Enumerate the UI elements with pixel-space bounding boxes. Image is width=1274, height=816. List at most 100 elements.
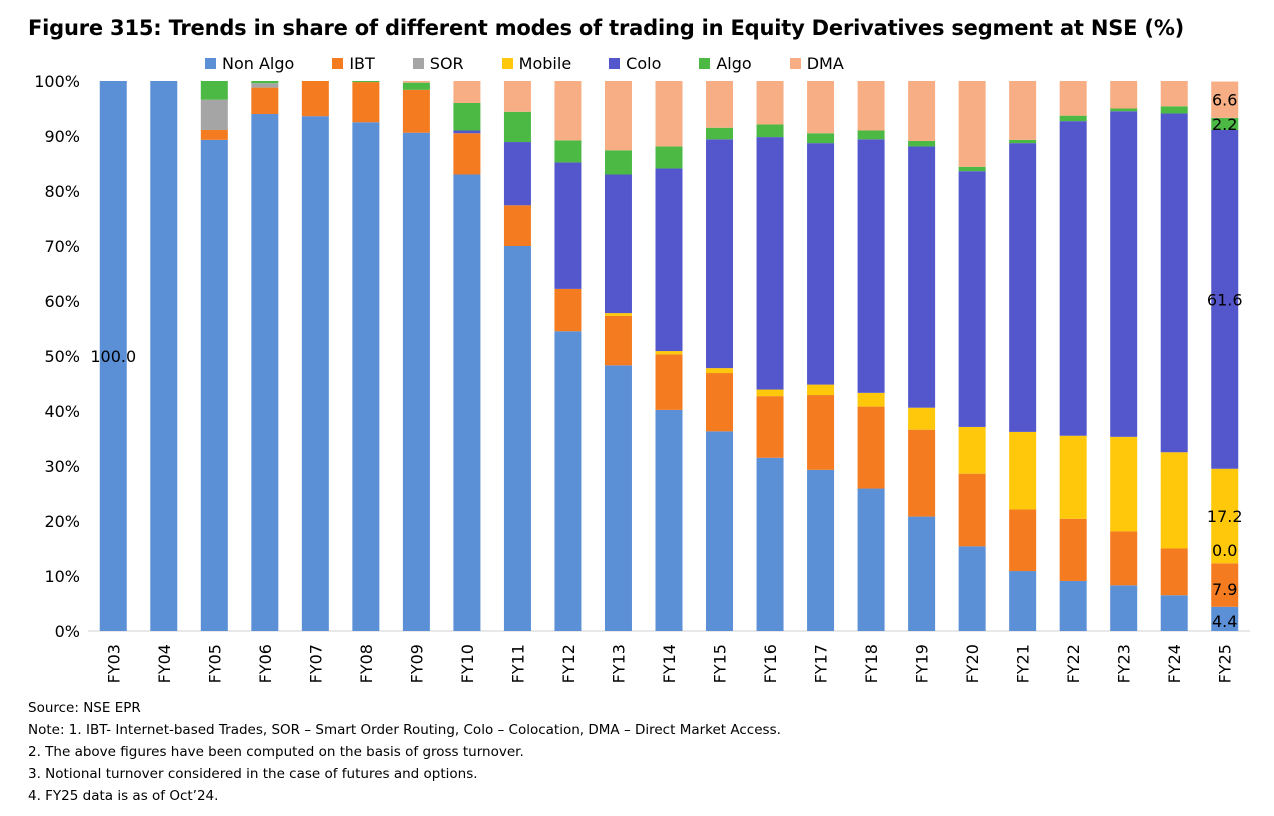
bar-mobile-fy21 — [1009, 431, 1037, 510]
bar-non-algo-fy20 — [958, 546, 986, 631]
x-tick-label: FY11 — [508, 644, 527, 683]
x-tick-label: FY25 — [1216, 644, 1235, 683]
x-tick-label: FY17 — [812, 644, 831, 683]
bar-colo-fy18 — [857, 139, 885, 393]
data-label-fy25-sor: 0.0 — [1212, 541, 1237, 560]
y-tick-label: 10% — [44, 567, 80, 586]
legend-item-mobile: Mobile — [501, 54, 571, 73]
x-tick-label: FY23 — [1115, 644, 1134, 683]
y-tick-label: 60% — [44, 292, 80, 311]
bar-mobile-fy24 — [1160, 452, 1188, 549]
legend-label-non-algo: Non Algo — [222, 53, 295, 73]
chart-notes: Source: NSE EPR Note: 1. IBT- Internet-b… — [28, 697, 781, 807]
x-tick-label: FY12 — [559, 644, 578, 683]
data-label-fy25-dma: 6.6 — [1212, 91, 1237, 110]
bar-colo-fy22 — [1059, 121, 1087, 436]
x-tick-label: FY08 — [357, 644, 376, 683]
bar-ibt-fy16 — [756, 396, 784, 458]
data-label-fy25-ibt: 7.9 — [1212, 580, 1237, 599]
bar-non-algo-fy21 — [1009, 571, 1037, 631]
y-tick-label: 100% — [34, 72, 80, 91]
legend-swatch-sor — [412, 57, 424, 69]
bar-ibt-fy10 — [453, 133, 481, 175]
bar-algo-fy22 — [1059, 115, 1087, 122]
bar-mobile-fy23 — [1110, 436, 1138, 532]
bar-ibt-fy07 — [301, 81, 329, 117]
bar-ibt-fy17 — [807, 395, 835, 470]
y-tick-label: 40% — [44, 402, 80, 421]
legend-item-colo: Colo — [609, 54, 661, 73]
bar-ibt-fy12 — [554, 288, 582, 332]
y-tick-label: 70% — [44, 237, 80, 256]
bar-ibt-fy25 — [1211, 563, 1239, 607]
y-tick-label: 80% — [44, 182, 80, 201]
bar-dma-fy20 — [958, 81, 986, 167]
legend-item-algo: Algo — [699, 54, 752, 73]
bar-colo-fy11 — [503, 142, 531, 206]
bar-dma-fy14 — [655, 81, 683, 147]
bar-algo-fy14 — [655, 146, 683, 169]
bar-algo-fy10 — [453, 103, 481, 131]
bar-non-algo-fy15 — [706, 431, 734, 631]
x-tick-label: FY20 — [963, 644, 982, 683]
bar-non-algo-fy12 — [554, 331, 582, 631]
bar-ibt-fy24 — [1160, 548, 1188, 596]
x-tick-label: FY21 — [1014, 644, 1033, 683]
bar-non-algo-fy10 — [453, 174, 481, 631]
bar-ibt-fy23 — [1110, 531, 1138, 586]
bar-mobile-fy22 — [1059, 435, 1087, 519]
data-label-fy25-mobile: 17.2 — [1207, 507, 1243, 526]
x-tick-label: FY19 — [913, 644, 932, 683]
y-tick-label: 90% — [44, 127, 80, 146]
bar-colo-fy12 — [554, 162, 582, 289]
bar-ibt-fy05 — [200, 129, 228, 140]
bar-ibt-fy06 — [251, 87, 279, 114]
legend-label-dma: DMA — [806, 53, 844, 73]
legend-swatch-algo — [699, 57, 711, 69]
bar-sor-fy06 — [251, 83, 279, 88]
data-label-fy25-algo: 2.2 — [1212, 115, 1237, 134]
note-4: 4. FY25 data is as of Oct’24. — [28, 788, 219, 804]
bar-algo-fy11 — [503, 111, 531, 143]
y-tick-label: 20% — [44, 512, 80, 531]
legend-swatch-non-algo — [205, 57, 216, 69]
bar-colo-fy14 — [655, 168, 683, 352]
bar-mobile-fy18 — [857, 392, 885, 407]
bar-algo-fy25 — [1211, 117, 1239, 130]
bar-colo-fy24 — [1160, 113, 1188, 453]
bar-dma-fy17 — [807, 81, 835, 134]
bar-algo-fy18 — [857, 130, 885, 140]
bar-non-algo-fy14 — [655, 409, 683, 631]
bar-non-algo-fy11 — [503, 246, 531, 631]
data-label-fy25-colo: 61.6 — [1207, 290, 1243, 309]
x-tick-label: FY16 — [761, 644, 780, 683]
bar-colo-fy21 — [1009, 143, 1037, 432]
bar-non-algo-fy06 — [251, 114, 279, 631]
bar-mobile-fy15 — [706, 368, 734, 374]
y-tick-label: 50% — [44, 347, 80, 366]
bar-colo-fy16 — [756, 137, 784, 390]
x-tick-label: FY14 — [660, 644, 679, 683]
bar-ibt-fy18 — [857, 406, 885, 489]
bar-algo-fy13 — [604, 150, 632, 175]
bar-algo-fy21 — [1009, 139, 1037, 144]
bar-dma-fy21 — [1009, 81, 1037, 140]
x-tick-label: FY09 — [407, 644, 426, 683]
bar-dma-fy12 — [554, 81, 582, 141]
bar-ibt-fy09 — [402, 89, 430, 133]
bar-dma-fy13 — [604, 81, 632, 151]
legend-swatch-mobile — [501, 57, 513, 69]
legend-label-colo: Colo — [626, 53, 662, 73]
bar-mobile-fy25 — [1211, 468, 1239, 564]
bar-colo-fy19 — [908, 146, 936, 408]
bar-mobile-fy19 — [908, 407, 936, 430]
bar-algo-fy16 — [756, 124, 784, 138]
bar-sor-fy05 — [200, 99, 228, 130]
bar-mobile-fy14 — [655, 351, 683, 355]
bar-non-algo-fy19 — [908, 516, 936, 631]
bar-algo-fy23 — [1110, 108, 1138, 112]
bar-non-algo-fy17 — [807, 469, 835, 631]
bar-colo-fy25 — [1211, 129, 1239, 469]
bar-non-algo-fy07 — [301, 116, 329, 631]
bar-non-algo-fy08 — [352, 122, 380, 631]
